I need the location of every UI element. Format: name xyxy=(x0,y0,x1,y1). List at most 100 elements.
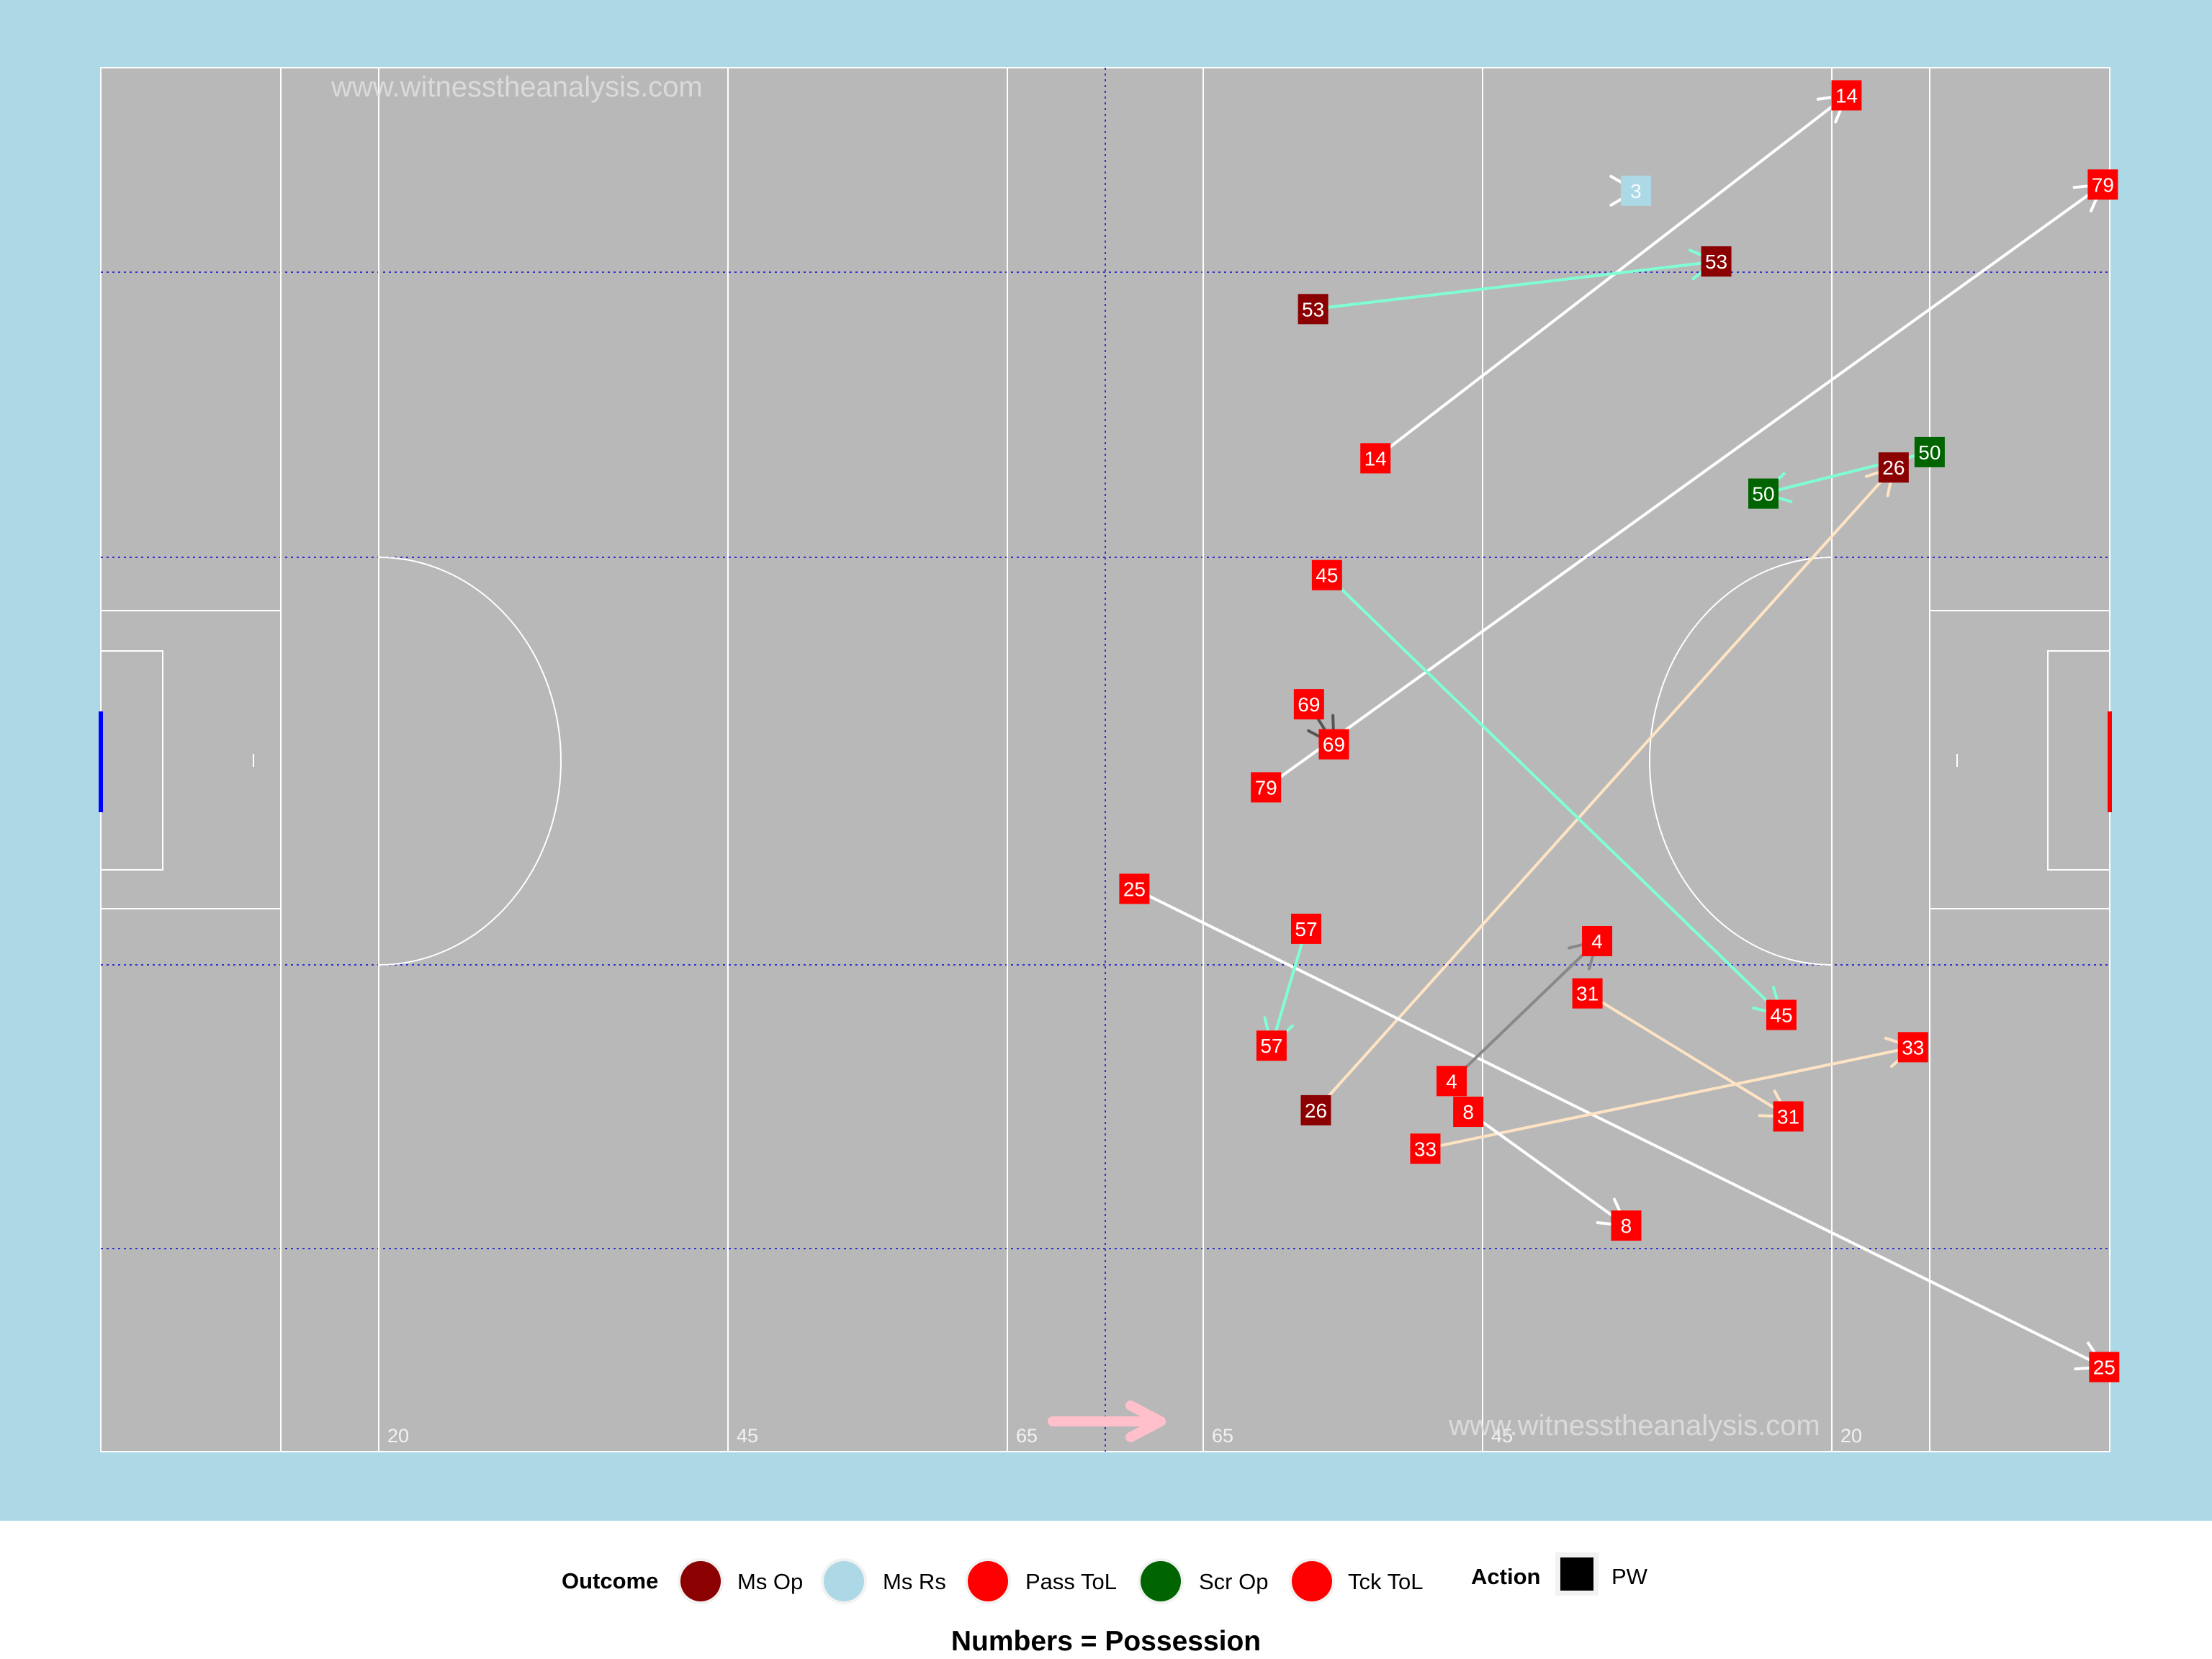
arc-right xyxy=(1649,557,1833,966)
legend-dot-scr-op xyxy=(1141,1561,1181,1601)
pitch-line-label: 45 xyxy=(737,1425,758,1447)
legend-label-pass-tol: Pass ToL xyxy=(1025,1569,1117,1594)
action-marker: 53 xyxy=(1298,294,1328,325)
action-marker-label: 53 xyxy=(1302,298,1324,320)
legend-label-scr-op: Scr Op xyxy=(1199,1569,1268,1594)
action-marker: 14 xyxy=(1360,443,1391,474)
large-box-right xyxy=(1929,610,2110,909)
legend-dot-ms-rs xyxy=(824,1561,864,1601)
action-marker-box xyxy=(1766,999,1797,1030)
action-marker-box xyxy=(1256,1030,1287,1061)
pitch: 20 45 65 65 45 20 www.witnesstheanalysis… xyxy=(99,67,2112,1452)
action-marker: 50 xyxy=(1748,478,1779,509)
action-marker: 69 xyxy=(1318,729,1349,760)
action-marker-label: 8 xyxy=(1621,1215,1632,1237)
action-marker-label: 14 xyxy=(1364,447,1387,469)
action-marker: 25 xyxy=(1119,873,1150,904)
action-marker: 79 xyxy=(1251,772,1282,803)
action-marker-label: 57 xyxy=(1260,1035,1282,1057)
legend-label-ms-op: Ms Op xyxy=(737,1569,803,1594)
action-marker-label: 31 xyxy=(1576,983,1599,1005)
action-marker-label: 33 xyxy=(1414,1138,1437,1160)
action-line-segment xyxy=(1269,927,1308,1048)
action-marker-label: 69 xyxy=(1298,693,1320,716)
action-marker-label: 31 xyxy=(1777,1105,1799,1128)
action-marker-label: 53 xyxy=(1705,251,1727,273)
action-marker: 33 xyxy=(1410,1133,1441,1164)
zone-lines xyxy=(101,68,2110,1452)
action-marker-label: 79 xyxy=(2092,174,2114,196)
legend-dot-pass-tol xyxy=(968,1561,1008,1601)
action-marker: 26 xyxy=(1300,1094,1331,1125)
action-marker: 26 xyxy=(1878,452,1909,483)
action-marker-box xyxy=(1291,913,1321,944)
legend-dot-tck-tol xyxy=(1292,1561,1332,1601)
action-line-segment xyxy=(1374,94,1848,460)
action-marker: 8 xyxy=(1453,1097,1484,1128)
action-marker: 31 xyxy=(1773,1101,1804,1132)
legend-label-ms-rs: Ms Rs xyxy=(883,1569,946,1594)
watermark-bottom: www.witnesstheanalysis.com xyxy=(1448,1410,1820,1442)
action-marker-label: 26 xyxy=(1882,457,1905,479)
action-line-segment xyxy=(1264,183,2105,789)
small-box-left xyxy=(101,650,163,871)
attack-direction-arrow xyxy=(1048,1401,1166,1442)
action-line-segment xyxy=(1311,260,1718,311)
action-marker: 57 xyxy=(1256,1030,1287,1061)
legend-background xyxy=(0,1521,2212,1659)
action-marker: 57 xyxy=(1291,913,1321,944)
action-marker: 69 xyxy=(1293,689,1324,720)
action-marker-label: 50 xyxy=(1752,483,1774,505)
action-marker: 31 xyxy=(1572,978,1603,1009)
action-marker-label: 79 xyxy=(1255,776,1277,799)
action-marker-box xyxy=(1453,1097,1484,1128)
action-marker-box xyxy=(1748,478,1779,509)
action-marker-label: 57 xyxy=(1295,918,1317,940)
action-marker: 45 xyxy=(1766,999,1797,1030)
legend-label-pw: PW xyxy=(1611,1564,1648,1589)
watermark-top: www.witnesstheanalysis.com xyxy=(331,71,703,103)
action-line-segment xyxy=(1314,466,1895,1112)
large-box-left xyxy=(101,610,282,909)
action-line-segment xyxy=(1424,1046,1915,1151)
pitch-line-label: 65 xyxy=(1212,1425,1233,1447)
legend-outcome-title: Outcome xyxy=(562,1568,658,1593)
action-marker-label: 4 xyxy=(1591,930,1603,953)
legend-dot-ms-op xyxy=(680,1561,721,1601)
action-line-segment xyxy=(1325,573,1783,1017)
arc-left xyxy=(378,557,562,966)
action-marker: 33 xyxy=(1897,1032,1928,1063)
action-marker: 45 xyxy=(1311,559,1342,590)
action-marker: 53 xyxy=(1701,246,1732,277)
action-marker-label: 26 xyxy=(1305,1100,1327,1122)
action-marker-box xyxy=(1897,1032,1928,1063)
action-marker: 50 xyxy=(1914,436,1945,467)
action-marker-box xyxy=(1251,772,1282,803)
legend-swatch-pw xyxy=(1560,1557,1593,1591)
action-line-segment xyxy=(1586,992,1790,1118)
action-marker-box xyxy=(1298,294,1328,325)
action-marker-box xyxy=(1878,452,1909,483)
pitch-line-label: 65 xyxy=(1016,1425,1038,1447)
action-marker-box xyxy=(1318,729,1349,760)
action-marker-box xyxy=(1410,1133,1441,1164)
action-marker-label: 25 xyxy=(1123,878,1146,900)
chart-caption: Numbers = Possession xyxy=(951,1626,1261,1657)
action-marker-label: 45 xyxy=(1770,1004,1792,1027)
action-marker-box xyxy=(1437,1066,1467,1097)
action-line-segment xyxy=(1467,1110,1628,1228)
action-marker: 4 xyxy=(1582,925,1613,956)
action-line-segment xyxy=(1133,887,2106,1369)
action-marker-box xyxy=(1572,978,1603,1009)
pitch-lines xyxy=(101,68,2110,1452)
small-box-right xyxy=(2047,650,2110,871)
action-marker-label: 25 xyxy=(2093,1357,2116,1379)
legend-label-tck-tol: Tck ToL xyxy=(1348,1569,1424,1594)
action-marker-box xyxy=(1831,80,1862,111)
action-marker-box xyxy=(1300,1094,1331,1125)
action-marker: 3 xyxy=(1620,175,1651,206)
action-marker-label: 4 xyxy=(1446,1070,1457,1092)
action-marker-box xyxy=(1701,246,1732,277)
